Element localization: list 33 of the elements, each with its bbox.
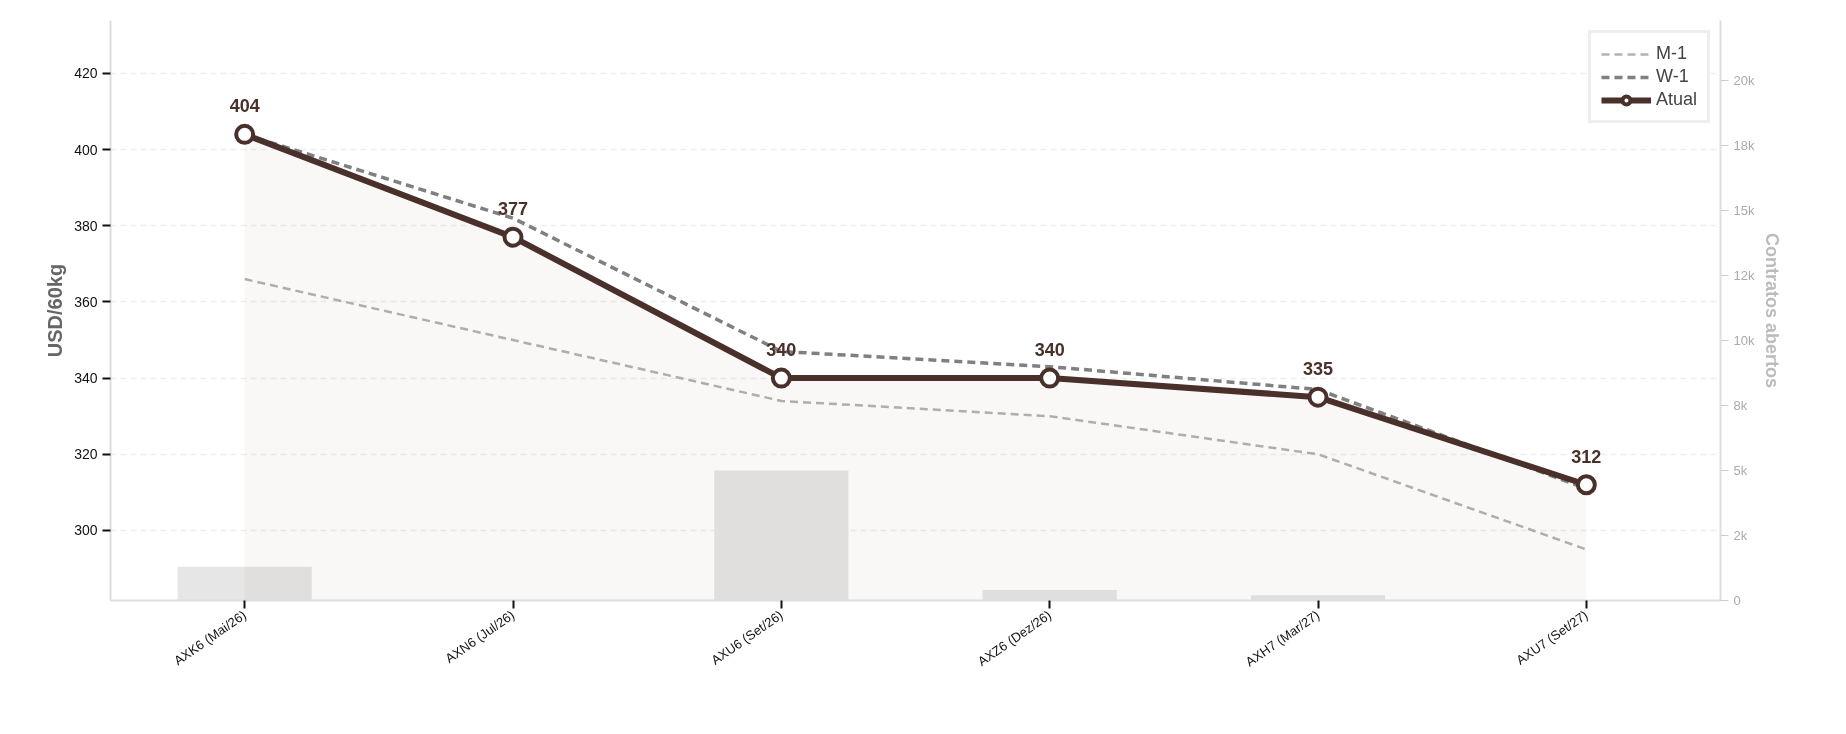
data-label: 340 xyxy=(766,340,797,361)
point xyxy=(770,367,792,389)
y-axis-title: USD/60kg xyxy=(44,263,67,358)
y2-tick-label: 5k xyxy=(1733,462,1748,478)
point xyxy=(1307,386,1329,408)
y-tick-label: 320 xyxy=(74,446,98,463)
legend-label: M-1 xyxy=(1655,43,1687,64)
y2-tick-label: 8k xyxy=(1733,397,1748,413)
y2-tick-label: 0 xyxy=(1733,593,1741,608)
y-tick-label: 380 xyxy=(74,217,98,234)
legend-label: W-1 xyxy=(1655,66,1689,87)
y-tick-label: 340 xyxy=(74,370,98,387)
point xyxy=(502,226,524,248)
legend-label: Atual xyxy=(1655,89,1697,110)
data-label: 340 xyxy=(1034,340,1065,361)
point xyxy=(1575,474,1597,496)
y-tick-label: 360 xyxy=(74,293,98,310)
y2-axis-title: Contratos abertos xyxy=(1762,232,1783,389)
y-tick-label: 400 xyxy=(74,141,98,158)
point xyxy=(1039,367,1061,389)
y-tick-label: 420 xyxy=(74,65,98,82)
data-label: 335 xyxy=(1302,359,1334,380)
y2-tick-label: 18k xyxy=(1733,137,1755,153)
point xyxy=(234,123,256,145)
y2-tick-label: 15k xyxy=(1733,202,1755,218)
data-label: 377 xyxy=(497,199,529,220)
y2-tick-label: 2k xyxy=(1733,527,1748,543)
y2-tick-label: 10k xyxy=(1733,332,1755,348)
y-tick-label: 300 xyxy=(74,522,98,539)
data-label: 312 xyxy=(1571,446,1602,467)
data-label: 404 xyxy=(229,96,260,117)
y2-tick-label: 20k xyxy=(1733,72,1755,88)
y2-tick-label: 12k xyxy=(1733,267,1755,283)
